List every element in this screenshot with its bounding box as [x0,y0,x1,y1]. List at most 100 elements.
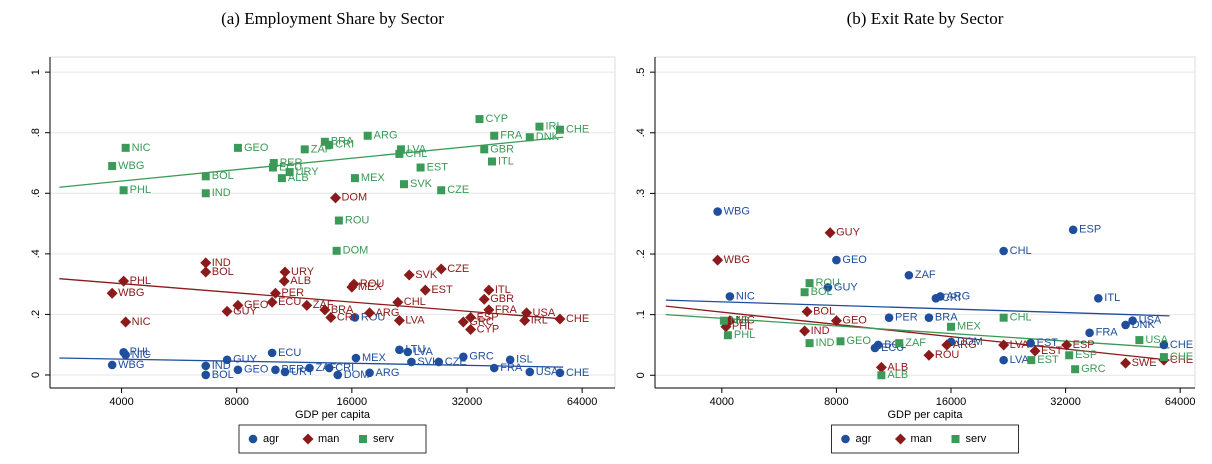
point-label: NIC [132,349,151,361]
point-label: NIC [736,315,755,327]
point-label: FRA [495,304,518,316]
point [267,348,277,358]
y-tick-label: 0 [30,372,42,378]
point-label: BRA [331,304,354,316]
point [346,281,358,293]
point-label: MEX [361,172,386,184]
point-label: GEO [244,364,269,376]
point-label: CRI [337,311,356,323]
point-label: NIC [736,290,755,302]
point [823,283,833,292]
point [1121,320,1130,330]
point [884,313,894,322]
point-label: LVA [405,314,425,326]
point [200,257,212,269]
point-label: GRC [469,351,494,363]
point-label: ROU [935,349,960,361]
point-label: ITL [498,155,514,167]
point [395,345,404,355]
point-label: CRI [335,139,354,151]
point-label: WBG [724,254,750,266]
point-label: GUY [836,227,861,239]
point [392,296,404,308]
y-tick-label: .4 [635,128,647,137]
point-label: BRA [331,136,354,148]
point-label: CRI [942,292,961,304]
point-label: DOM [957,336,983,348]
point-label: ARG [376,307,400,319]
point [119,186,128,195]
plot-frame [49,56,616,389]
point [1061,339,1073,351]
point [490,131,499,140]
point [285,168,294,177]
point [488,157,497,166]
point [1159,340,1169,350]
point-label: CHE [1170,351,1193,363]
point-label: PER [281,287,304,299]
point-label: ESP [1073,339,1095,351]
fit-line [665,299,1170,317]
point [233,365,243,375]
point-label: WBG [118,287,144,299]
legend-label: man [318,433,339,445]
point-label: DOM [344,369,370,381]
point-label: MEX [358,281,383,293]
point-label: ITL [1104,292,1120,304]
point-label: NIC [132,142,151,154]
point [364,307,376,319]
point [478,293,490,305]
point [325,140,334,149]
fit-line [59,357,564,368]
point-label: DNK [536,131,560,143]
legend-box [831,424,1019,454]
point-label: MEX [362,352,387,364]
point [505,355,515,365]
point [1093,293,1103,303]
point [201,189,210,198]
point [873,340,883,350]
point [407,357,416,367]
point-label: GEO [244,299,269,311]
point-label: GBR [490,143,514,155]
point-label: ZAF [915,269,936,281]
point-label: CYP [477,323,500,335]
x-tick-label: 16000 [936,396,967,408]
point-label: ALB [887,369,908,381]
y-tick-label: .2 [30,310,42,319]
x-tick-label: 8000 [824,396,848,408]
point [301,299,313,311]
point-label: USA [536,366,559,378]
point [877,371,886,380]
point-label: GRC [469,316,494,328]
point [924,313,934,322]
point [999,313,1008,322]
point-label: GEO [244,142,269,154]
point-label: EST [427,161,449,173]
point [947,322,956,331]
point-label: CHE [566,313,589,325]
point-label: ESP [477,311,499,323]
x-tick-label: 16000 [337,396,368,408]
point [824,227,836,239]
point [403,269,415,281]
point [525,367,535,377]
point [1128,316,1137,326]
point [221,305,233,317]
point [120,316,132,328]
point [465,311,477,323]
point [723,331,732,340]
point-label: SVK [410,178,433,190]
point-label: EST [1041,345,1063,357]
point-label: IND [212,257,231,269]
point-label: EST [1037,337,1059,349]
point-label: ECU [278,296,301,308]
point [305,363,314,373]
point [895,339,904,348]
point [329,192,341,204]
point [333,370,343,380]
point-label: ITL [495,284,511,296]
point-label: GUY [834,281,859,293]
x-axis-label: GDP per capita [887,409,963,421]
